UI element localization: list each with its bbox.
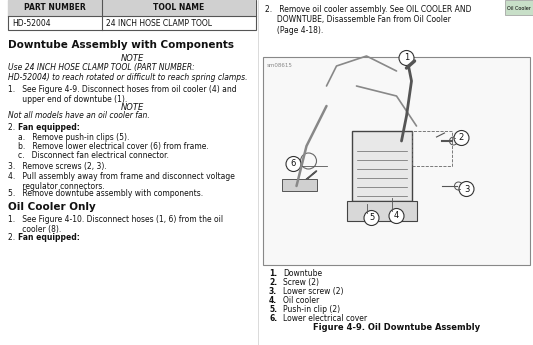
Circle shape: [389, 208, 404, 224]
Text: 1.   See Figure 4-9. Disconnect hoses from oil cooler (4) and
      upper end of: 1. See Figure 4-9. Disconnect hoses from…: [8, 85, 237, 105]
Text: 5.: 5.: [269, 305, 277, 314]
Text: 2: 2: [459, 134, 464, 142]
Text: Oil Cooler Only: Oil Cooler Only: [8, 202, 96, 212]
Text: 2.   Remove oil cooler assembly. See OIL COOLER AND
     DOWNTUBE, Disassemble F: 2. Remove oil cooler assembly. See OIL C…: [265, 5, 472, 35]
Text: 5.   Remove downtube assembly with components.: 5. Remove downtube assembly with compone…: [8, 189, 203, 198]
Text: NOTE: NOTE: [120, 103, 143, 112]
Text: 3: 3: [464, 185, 469, 194]
Text: c.   Disconnect fan electrical connector.: c. Disconnect fan electrical connector.: [18, 151, 169, 160]
Circle shape: [399, 50, 414, 66]
Text: Fan equipped:: Fan equipped:: [18, 123, 80, 132]
Text: Lower electrical cover: Lower electrical cover: [283, 314, 367, 323]
Text: 2.: 2.: [269, 278, 277, 287]
Text: 4.   Pull assembly away from frame and disconnect voltage
      regulator connec: 4. Pull assembly away from frame and dis…: [8, 172, 235, 191]
Text: Downtube: Downtube: [283, 269, 322, 278]
Text: 4: 4: [394, 211, 399, 220]
Bar: [8, 0, 256, 30]
Text: 1.: 1.: [269, 269, 277, 278]
Text: Oil cooler: Oil cooler: [283, 296, 319, 305]
Bar: [351, 131, 411, 201]
Text: 1: 1: [404, 53, 409, 62]
Text: HD-52004: HD-52004: [12, 19, 51, 28]
Bar: [346, 201, 416, 221]
Text: b.   Remove lower electrical cover (6) from frame.: b. Remove lower electrical cover (6) fro…: [18, 142, 209, 151]
Text: 6.: 6.: [269, 314, 277, 323]
Text: sm08615: sm08615: [267, 63, 293, 68]
Text: Downtube Assembly with Components: Downtube Assembly with Components: [8, 40, 234, 50]
Text: Screw (2): Screw (2): [283, 278, 319, 287]
Circle shape: [364, 210, 379, 226]
Text: 6: 6: [291, 159, 296, 168]
Text: 24 INCH HOSE CLAMP TOOL: 24 INCH HOSE CLAMP TOOL: [106, 19, 212, 28]
FancyBboxPatch shape: [505, 0, 533, 15]
Text: 1.   See Figure 4-10. Disconnect hoses (1, 6) from the oil
      cooler (8).: 1. See Figure 4-10. Disconnect hoses (1,…: [8, 215, 223, 234]
Text: Figure 4-9. Oil Downtube Assembly: Figure 4-9. Oil Downtube Assembly: [313, 323, 480, 332]
Text: 3.: 3.: [269, 287, 277, 296]
Text: Fan equipped:: Fan equipped:: [18, 233, 80, 242]
Text: Oil Cooler: Oil Cooler: [507, 6, 531, 10]
Text: Use 24 INCH HOSE CLAMP TOOL (PART NUMBER:
HD-52004) to reach rotated or difficul: Use 24 INCH HOSE CLAMP TOOL (PART NUMBER…: [8, 63, 247, 82]
FancyArrow shape: [304, 171, 317, 181]
Bar: [411, 131, 451, 166]
Bar: [281, 179, 317, 191]
Text: 2.: 2.: [8, 233, 22, 242]
Text: 5: 5: [369, 214, 374, 223]
Bar: [263, 57, 530, 265]
Text: 3.   Remove screws (2, 3).: 3. Remove screws (2, 3).: [8, 162, 107, 171]
Circle shape: [454, 130, 469, 146]
Text: Push-in clip (2): Push-in clip (2): [283, 305, 340, 314]
Text: 2.: 2.: [8, 123, 22, 132]
Text: Not all models have an oil cooler fan.: Not all models have an oil cooler fan.: [8, 111, 150, 120]
Text: TOOL NAME: TOOL NAME: [153, 3, 204, 12]
Text: PART NUMBER: PART NUMBER: [24, 3, 86, 12]
Text: Lower screw (2): Lower screw (2): [283, 287, 343, 296]
Circle shape: [459, 181, 474, 197]
Circle shape: [286, 157, 301, 171]
Text: a.   Remove push-in clips (5).: a. Remove push-in clips (5).: [18, 133, 130, 142]
Text: NOTE: NOTE: [120, 54, 143, 63]
Text: 4.: 4.: [269, 296, 277, 305]
Bar: [8, 0, 256, 16]
